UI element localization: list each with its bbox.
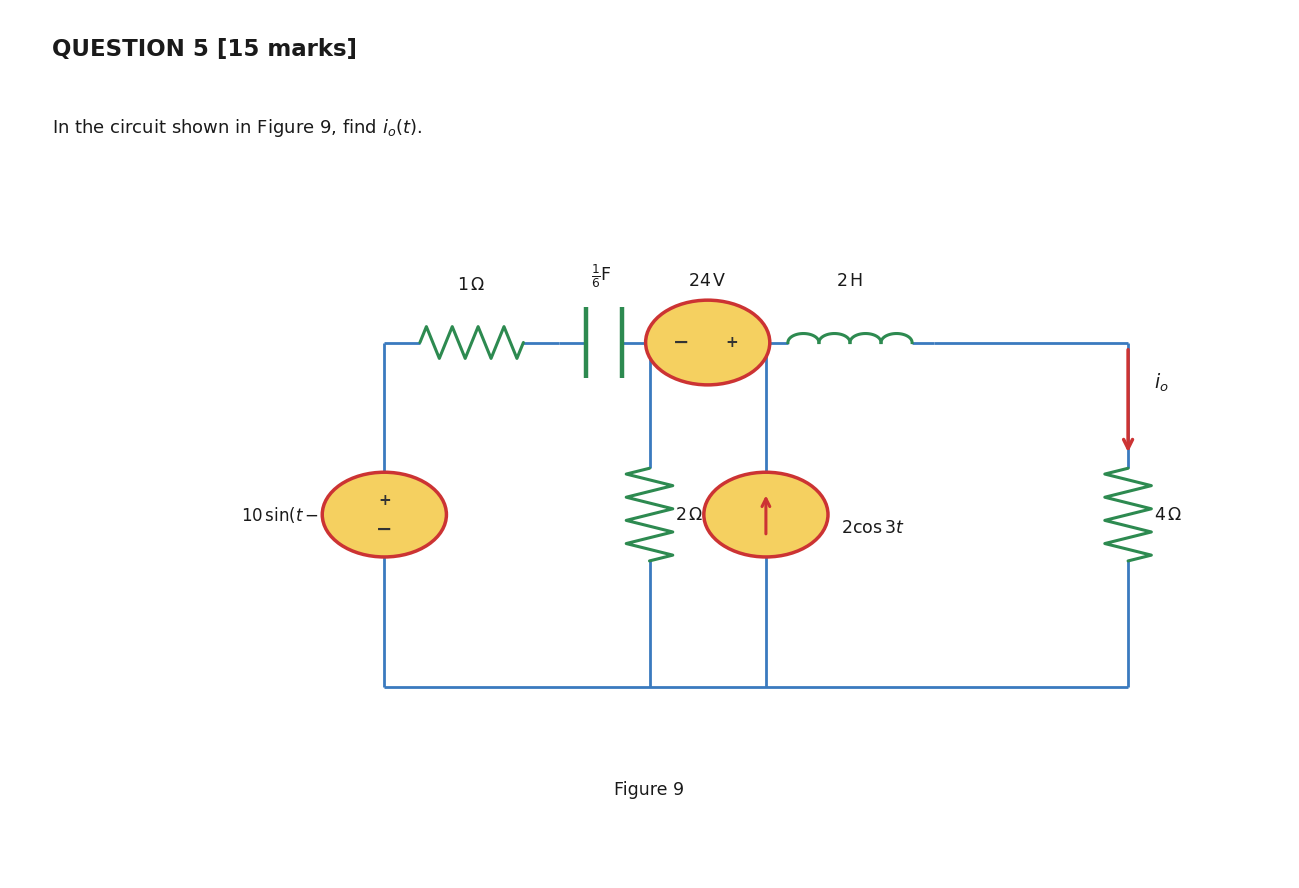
- Text: $2\,\Omega$: $2\,\Omega$: [675, 505, 704, 524]
- Text: $2\cos 3t$: $2\cos 3t$: [840, 519, 904, 537]
- Circle shape: [322, 472, 447, 557]
- Text: +: +: [725, 335, 738, 350]
- Text: +: +: [378, 493, 391, 508]
- Text: In the circuit shown in Figure 9, find $i_o(t)$.: In the circuit shown in Figure 9, find $…: [52, 117, 422, 139]
- Text: $24\,$V: $24\,$V: [688, 272, 727, 289]
- Text: $10\,\sin(t - 30°)\,$V: $10\,\sin(t - 30°)\,$V: [242, 504, 374, 525]
- Text: QUESTION 5 [15 marks]: QUESTION 5 [15 marks]: [52, 38, 357, 61]
- Circle shape: [704, 472, 827, 557]
- Text: Figure 9: Figure 9: [614, 781, 685, 799]
- Text: −: −: [377, 520, 392, 539]
- Text: $2\,$H: $2\,$H: [837, 272, 864, 289]
- Circle shape: [646, 300, 770, 385]
- Text: $i_o$: $i_o$: [1154, 372, 1169, 394]
- Text: $1\,\Omega$: $1\,\Omega$: [457, 276, 486, 294]
- Text: $\frac{1}{6}$F: $\frac{1}{6}$F: [591, 262, 612, 289]
- Text: −: −: [673, 333, 690, 352]
- Text: $4\,\Omega$: $4\,\Omega$: [1154, 505, 1182, 524]
